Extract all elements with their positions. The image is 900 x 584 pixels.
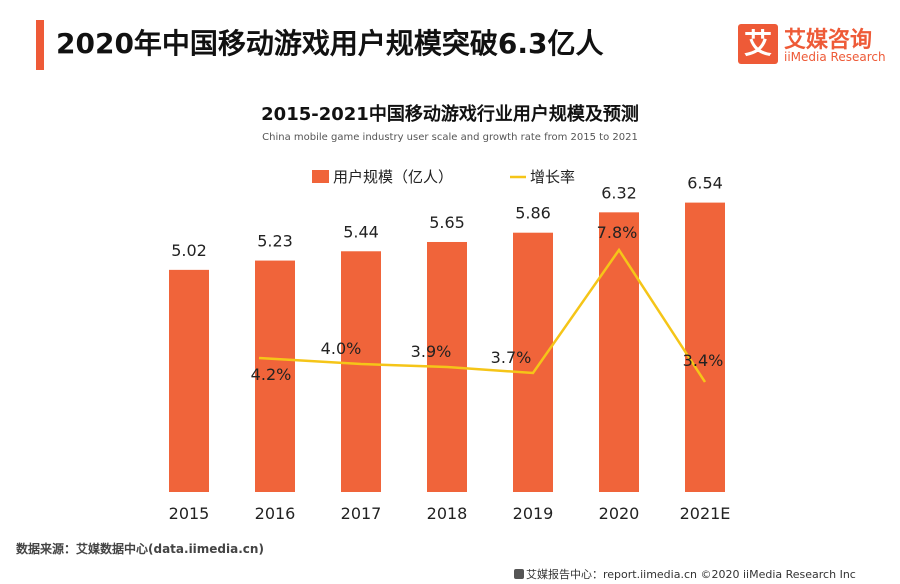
bar-value-label: 6.54	[687, 174, 723, 193]
x-tick-label: 2016	[255, 504, 296, 523]
legend-bar-label: 用户规模（亿人）	[333, 168, 453, 186]
growth-rate-label: 3.7%	[491, 348, 532, 367]
x-tick-label: 2019	[513, 504, 554, 523]
bar-value-label: 5.86	[515, 204, 551, 223]
growth-rate-label: 3.9%	[411, 342, 452, 361]
title-accent-bar	[36, 20, 44, 70]
legend-bar-swatch	[312, 170, 329, 183]
logo-mark: 艾	[738, 24, 778, 64]
report-center-icon	[514, 569, 524, 579]
growth-rate-label: 4.0%	[321, 339, 362, 358]
footer: 艾媒报告中心：report.iimedia.cn ©2020 iiMedia R…	[514, 566, 856, 582]
x-tick-label: 2015	[169, 504, 210, 523]
bar	[341, 251, 381, 492]
iimedia-logo: 艾 艾媒咨询 iiMedia Research	[738, 22, 888, 68]
page-title: 2020年中国移动游戏用户规模突破6.3亿人	[56, 27, 604, 60]
bar	[513, 232, 553, 492]
logo-en-text: iiMedia Research	[784, 50, 886, 64]
data-source: 数据来源：艾媒数据中心(data.iimedia.cn)	[16, 542, 264, 556]
growth-rate-label: 3.4%	[683, 351, 724, 370]
chart-subtitle: China mobile game industry user scale an…	[262, 132, 638, 143]
x-tick-label: 2017	[341, 504, 382, 523]
bar	[169, 269, 209, 492]
chart-title: 2015-2021中国移动游戏行业用户规模及预测	[261, 104, 639, 125]
growth-rate-label: 4.2%	[251, 365, 292, 384]
x-tick-label: 2018	[427, 504, 468, 523]
bar	[255, 260, 295, 492]
bar	[685, 202, 725, 493]
growth-rate-label: 7.8%	[597, 223, 638, 242]
bar-value-label: 6.32	[601, 183, 637, 202]
bar-value-label: 5.23	[257, 232, 293, 251]
bar-value-label: 5.44	[343, 222, 379, 241]
growth-rate-line	[258, 247, 707, 383]
footer-text: 艾媒报告中心：report.iimedia.cn ©2020 iiMedia R…	[526, 568, 856, 581]
logo-cn-text: 艾媒咨询	[784, 28, 873, 53]
x-tick-label: 2020	[599, 504, 640, 523]
bar-value-label: 5.65	[429, 213, 465, 232]
x-tick-label: 2021E	[680, 504, 731, 523]
bar	[599, 212, 639, 492]
bar-value-label: 5.02	[171, 241, 207, 260]
legend-line-label: 增长率	[530, 168, 575, 186]
